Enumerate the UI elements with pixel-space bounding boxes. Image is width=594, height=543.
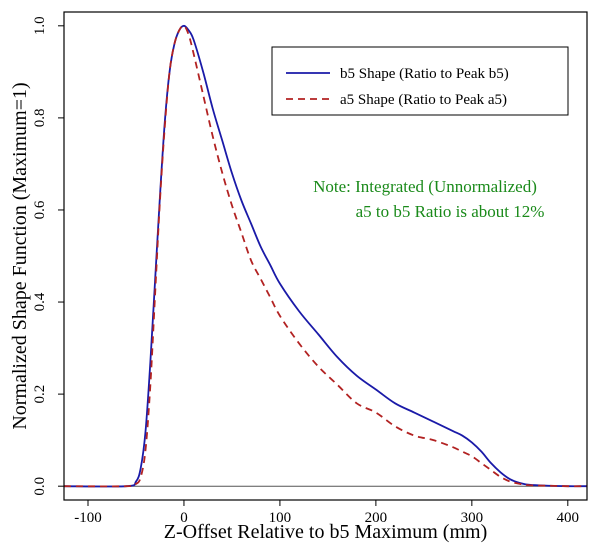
x-tick-label: 0: [180, 510, 188, 526]
y-axis-title: Normalized Shape Function (Maximum=1): [9, 82, 31, 429]
legend: b5 Shape (Ratio to Peak b5) a5 Shape (Ra…: [271, 46, 569, 116]
annotation-line-2: a5 to b5 Ratio is about 12%: [356, 202, 545, 221]
series-layer: [63, 24, 588, 488]
ticks-layer: -100 0 100 200 300 400 0.0 0.2 0.4 0.6 0.8 1.0: [32, 16, 579, 526]
x-tick-label: 100: [269, 510, 292, 526]
x-tick-label: 400: [557, 510, 580, 526]
legend-label-b5: b5 Shape (Ratio to Peak b5): [340, 66, 509, 82]
legend-box: [271, 46, 569, 116]
x-tick-label: 200: [365, 510, 388, 526]
y-tick-label: 0.4: [32, 292, 48, 311]
y-tick-label: 0.8: [32, 109, 48, 128]
x-tick-label: -100: [74, 510, 102, 526]
series-line-a5: [63, 24, 588, 488]
y-tick-label: 0.2: [32, 385, 48, 404]
legend-label-a5: a5 Shape (Ratio to Peak a5): [340, 92, 507, 108]
plot-frame: [63, 11, 588, 501]
x-tick-label: 300: [461, 510, 484, 526]
annotation-line-1: Note: Integrated (Unnormalized): [313, 177, 537, 196]
x-axis-title: Z-Offset Relative to b5 Maximum (mm): [164, 521, 487, 543]
y-tick-label: 0.0: [32, 477, 48, 496]
y-tick-label: 0.6: [32, 200, 48, 219]
y-tick-label: 1.0: [32, 16, 48, 35]
